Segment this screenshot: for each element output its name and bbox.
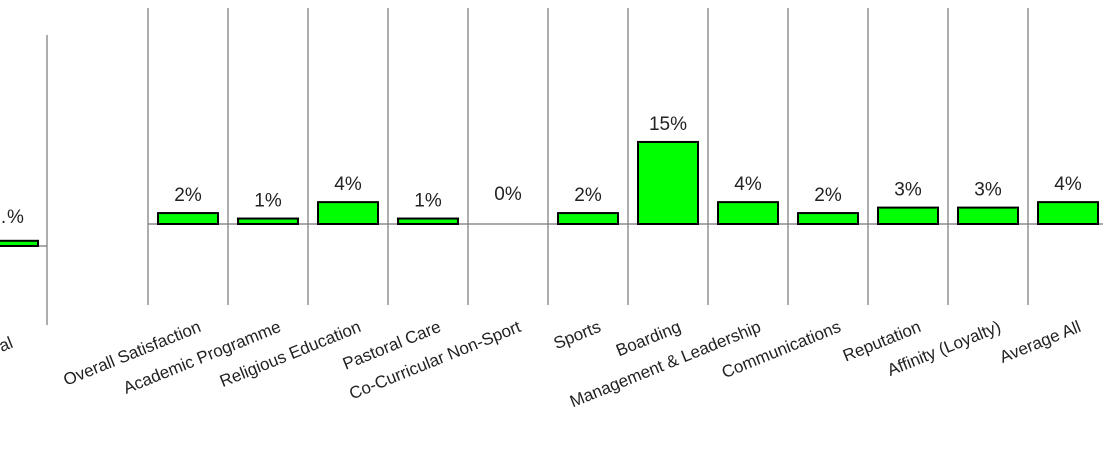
value-label: 2% xyxy=(814,185,842,206)
bar xyxy=(877,206,939,225)
bar xyxy=(157,212,219,225)
bar xyxy=(317,201,379,225)
value-label: 4% xyxy=(1054,174,1082,195)
value-label: 3% xyxy=(894,180,922,201)
category-label: …al xyxy=(0,333,15,362)
value-label: 4% xyxy=(734,174,762,195)
bar xyxy=(957,206,1019,225)
value-label: 2% xyxy=(574,185,602,206)
bar xyxy=(0,239,39,248)
bar xyxy=(637,140,699,225)
value-labels: 2% 1% 4% 1% 0% 2% 15% 4% 2% 3% 3% 4% xyxy=(174,114,1082,212)
bar xyxy=(557,212,619,225)
bar xyxy=(717,201,779,225)
value-label: 1% xyxy=(414,191,442,212)
bar xyxy=(397,217,459,225)
value-label: 15% xyxy=(649,114,687,135)
category-label: Religious Education xyxy=(217,317,363,391)
bar xyxy=(237,217,299,225)
value-label: 2% xyxy=(174,185,202,206)
gridlines xyxy=(147,8,1029,305)
value-label: …% xyxy=(0,207,24,228)
value-label: 1% xyxy=(254,191,282,212)
value-label: 0% xyxy=(494,184,522,205)
category-label: Average All xyxy=(997,317,1084,367)
bar xyxy=(797,212,859,225)
bar xyxy=(1037,201,1099,225)
category-label: Sports xyxy=(551,317,604,353)
left-chart-panel: …% …al xyxy=(0,35,48,362)
bars xyxy=(157,140,1099,225)
value-label: 3% xyxy=(974,180,1002,201)
value-label: 4% xyxy=(334,174,362,195)
